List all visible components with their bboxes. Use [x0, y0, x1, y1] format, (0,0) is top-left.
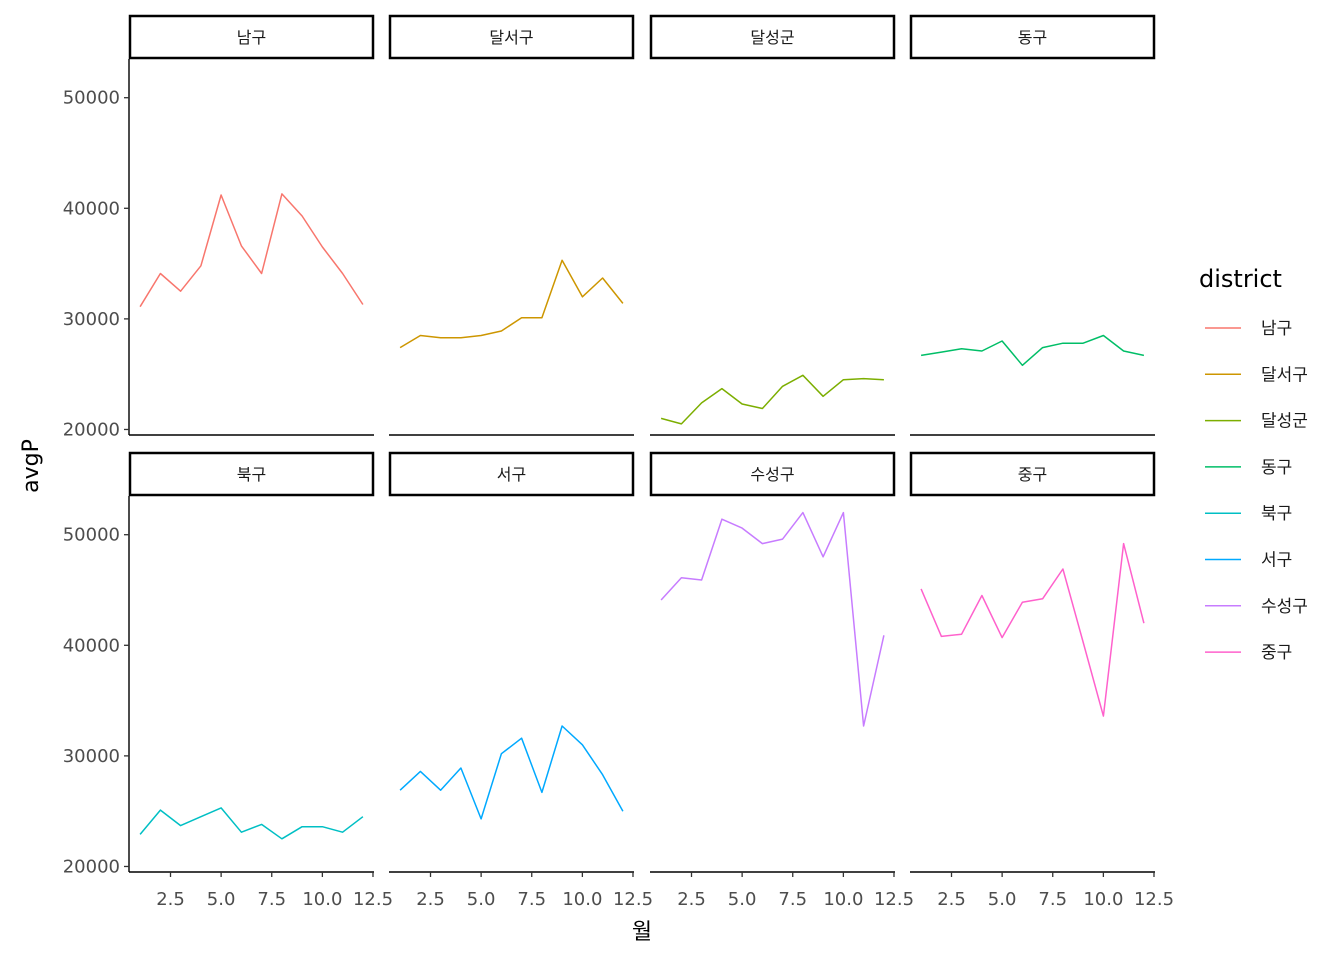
x-tick-label: 7.5 — [257, 889, 286, 910]
facet-strip — [388, 451, 635, 497]
x-axis-title: 월 — [632, 920, 652, 945]
series-line-3 — [660, 374, 884, 425]
facet-strip — [128, 451, 375, 497]
x-tick-label: 2.5 — [677, 889, 706, 910]
x-tick-label: 12.5 — [874, 889, 914, 910]
facet-strip-label: 수성구 — [750, 465, 794, 484]
series-line-5 — [139, 807, 364, 840]
facet-strip — [388, 14, 635, 60]
facet-panel-1: 남구 20000 30000 40000 50000 — [63, 14, 375, 440]
x-tick-label: 12.5 — [1134, 889, 1174, 910]
facet-panel-8: 중구 2.5 5.0 7.5 10.0 12.5 — [909, 451, 1174, 910]
legend-label-5: 북구 — [1261, 504, 1292, 524]
x-tick-label: 7.5 — [778, 889, 807, 910]
facet-panel-2: 달서구 — [388, 14, 635, 436]
facet-strip — [128, 14, 375, 60]
facet-strip-label: 서구 — [497, 465, 526, 484]
facet-strip-label: 중구 — [1018, 465, 1047, 484]
y-tick-label: 40000 — [63, 198, 120, 219]
legend-label-8: 중구 — [1261, 643, 1292, 663]
legend-label-2: 달서구 — [1261, 365, 1308, 385]
x-tick-label: 10.0 — [562, 889, 602, 910]
x-tick-label: 2.5 — [416, 889, 445, 910]
y-tick-label: 20000 — [63, 419, 120, 440]
x-tick-label: 5.0 — [207, 889, 236, 910]
x-tick-label: 2.5 — [937, 889, 966, 910]
legend-label-3: 달성군 — [1261, 412, 1308, 432]
facet-strip-label: 북구 — [237, 465, 266, 484]
x-tick-label: 5.0 — [988, 889, 1017, 910]
facet-strip-label: 달성군 — [750, 28, 794, 47]
series-line-6 — [399, 725, 624, 820]
series-line-2 — [399, 259, 624, 349]
legend-label-4: 동구 — [1261, 458, 1292, 478]
facet-strip-label: 달서구 — [489, 28, 533, 47]
legend-label-1: 남구 — [1261, 319, 1292, 339]
facet-panel-5: 북구 20000 30000 40000 50000 2.5 5.0 7.5 10.0 12.5 — [63, 451, 393, 910]
legend-label-6: 서구 — [1261, 551, 1292, 571]
x-tick-label: 7.5 — [1038, 889, 1067, 910]
facet-strip — [649, 14, 896, 60]
y-tick-label: 30000 — [63, 309, 120, 330]
x-tick-label: 7.5 — [517, 889, 546, 910]
facet-strip — [649, 451, 896, 497]
facet-strip — [909, 14, 1156, 60]
series-line-7 — [660, 511, 885, 727]
x-tick-label: 10.0 — [302, 889, 342, 910]
facet-panel-7: 수성구 2.5 5.0 7.5 10.0 12.5 — [649, 451, 914, 910]
x-tick-label: 10.0 — [1083, 889, 1123, 910]
y-tick-label: 50000 — [63, 525, 120, 546]
facet-strip-label: 동구 — [1018, 28, 1047, 47]
facet-panel-3: 달성군 — [649, 14, 896, 436]
x-tick-label: 12.5 — [353, 889, 393, 910]
x-tick-label: 5.0 — [728, 889, 757, 910]
x-tick-label: 2.5 — [156, 889, 185, 910]
facet-strip — [909, 451, 1156, 497]
x-tick-label: 12.5 — [613, 889, 653, 910]
series-line-4 — [920, 334, 1145, 367]
facet-strip-label: 남구 — [237, 28, 266, 47]
x-tick-label: 5.0 — [467, 889, 496, 910]
y-tick-label: 30000 — [63, 746, 120, 767]
series-line-1 — [139, 193, 364, 308]
series-line-8 — [920, 542, 1145, 717]
x-tick-label: 10.0 — [823, 889, 863, 910]
y-tick-label: 40000 — [63, 635, 120, 656]
legend-title: district — [1199, 265, 1282, 293]
legend-label-7: 수성구 — [1261, 597, 1308, 617]
facet-panel-6: 서구 2.5 5.0 7.5 10.0 12.5 — [388, 451, 653, 910]
facet-panel-4: 동구 — [909, 14, 1156, 436]
y-tick-label: 20000 — [63, 856, 120, 877]
y-tick-label: 50000 — [63, 88, 120, 109]
y-axis-title: avgP — [19, 439, 44, 493]
